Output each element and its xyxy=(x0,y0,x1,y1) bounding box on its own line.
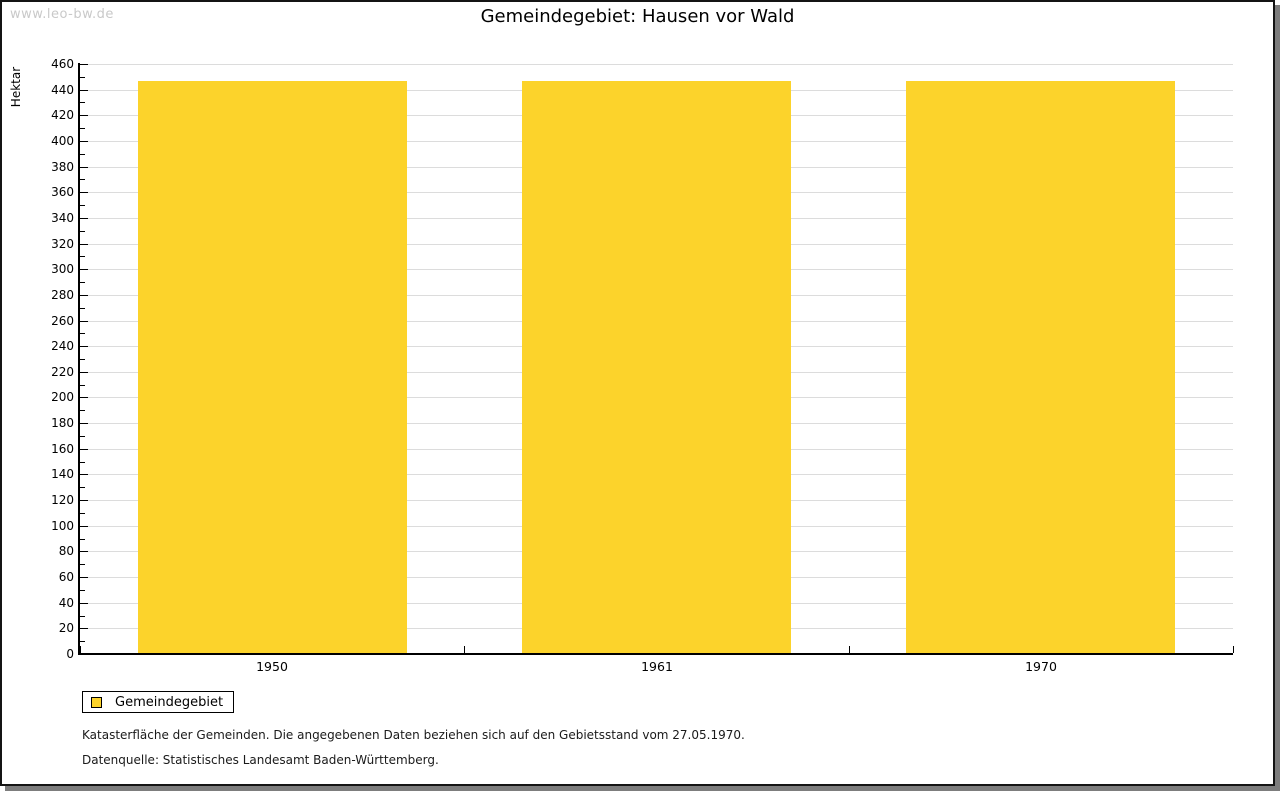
y-minor-tick xyxy=(80,333,85,334)
y-tick-label-120: 120 xyxy=(51,493,74,507)
y-tick-label-300: 300 xyxy=(51,262,74,276)
y-minor-tick xyxy=(80,513,85,514)
y-minor-tick xyxy=(80,102,85,103)
y-major-tick xyxy=(80,397,88,398)
x-axis-line xyxy=(78,653,1233,655)
y-tick-label-40: 40 xyxy=(58,596,74,610)
chart-title: Gemeindegebiet: Hausen vor Wald xyxy=(480,6,795,27)
y-minor-tick xyxy=(80,641,85,642)
y-minor-tick xyxy=(80,616,85,617)
y-minor-tick xyxy=(80,154,85,155)
legend-swatch-gemeindegebiet xyxy=(91,696,102,708)
y-major-tick xyxy=(80,474,88,475)
y-major-tick xyxy=(80,167,88,168)
x-boundary-tick xyxy=(80,646,81,653)
y-minor-tick xyxy=(80,256,85,257)
y-major-tick xyxy=(80,449,88,450)
y-major-tick xyxy=(80,218,88,219)
y-tick-label-20: 20 xyxy=(58,621,74,635)
footnote-datenquelle: Datenquelle: Statistisches Landesamt Bad… xyxy=(82,753,439,767)
bar-1950 xyxy=(138,81,407,654)
x-boundary-tick xyxy=(464,646,465,653)
y-minor-tick xyxy=(80,308,85,309)
y-major-tick xyxy=(80,526,88,527)
y-axis-line xyxy=(78,63,80,655)
y-major-tick xyxy=(80,269,88,270)
x-tick-label-1950: 1950 xyxy=(256,659,288,674)
y-tick-label-60: 60 xyxy=(58,570,74,584)
x-tick-label-1961: 1961 xyxy=(641,659,673,674)
y-major-tick xyxy=(80,244,88,245)
y-major-tick xyxy=(80,90,88,91)
y-major-tick xyxy=(80,346,88,347)
x-tick-label-1970: 1970 xyxy=(1025,659,1057,674)
bar-1970 xyxy=(906,81,1175,654)
x-boundary-tick xyxy=(849,646,850,653)
y-minor-tick xyxy=(80,77,85,78)
y-minor-tick xyxy=(80,385,85,386)
y-minor-tick xyxy=(80,462,85,463)
watermark: www.leo-bw.de xyxy=(10,7,114,22)
y-major-tick xyxy=(80,295,88,296)
y-minor-tick xyxy=(80,179,85,180)
y-minor-tick xyxy=(80,359,85,360)
x-boundary-tick xyxy=(1233,646,1234,653)
y-tick-label-100: 100 xyxy=(51,519,74,533)
y-tick-label-380: 380 xyxy=(51,160,74,174)
legend-label-gemeindegebiet: Gemeindegebiet xyxy=(115,694,224,710)
y-minor-tick xyxy=(80,590,85,591)
y-major-tick xyxy=(80,115,88,116)
y-tick-label-280: 280 xyxy=(51,288,74,302)
y-tick-label-340: 340 xyxy=(51,211,74,225)
y-minor-tick xyxy=(80,231,85,232)
y-major-tick xyxy=(80,628,88,629)
y-tick-label-260: 260 xyxy=(51,314,74,328)
y-major-tick xyxy=(80,423,88,424)
y-major-tick xyxy=(80,64,88,65)
y-major-tick xyxy=(80,603,88,604)
y-tick-label-460: 460 xyxy=(51,57,74,71)
legend: Gemeindegebiet xyxy=(82,691,234,713)
y-tick-label-80: 80 xyxy=(58,544,74,558)
y-major-tick xyxy=(80,321,88,322)
y-minor-tick xyxy=(80,410,85,411)
y-tick-label-0: 0 xyxy=(66,647,74,661)
y-minor-tick xyxy=(80,564,85,565)
y-major-tick xyxy=(80,141,88,142)
y-tick-label-200: 200 xyxy=(51,390,74,404)
y-major-tick xyxy=(80,372,88,373)
y-major-tick xyxy=(80,500,88,501)
y-minor-tick xyxy=(80,205,85,206)
y-major-tick xyxy=(80,577,88,578)
y-minor-tick xyxy=(80,539,85,540)
y-tick-label-320: 320 xyxy=(51,237,74,251)
y-tick-label-180: 180 xyxy=(51,416,74,430)
y-minor-tick xyxy=(80,282,85,283)
y-minor-tick xyxy=(80,436,85,437)
y-major-tick xyxy=(80,551,88,552)
y-tick-label-160: 160 xyxy=(51,442,74,456)
y-tick-label-220: 220 xyxy=(51,365,74,379)
y-gridline xyxy=(80,64,1233,65)
y-tick-label-140: 140 xyxy=(51,467,74,481)
y-tick-label-440: 440 xyxy=(51,83,74,97)
y-tick-label-400: 400 xyxy=(51,134,74,148)
y-minor-tick xyxy=(80,487,85,488)
y-tick-label-240: 240 xyxy=(51,339,74,353)
bar-1961 xyxy=(522,81,791,654)
y-tick-label-360: 360 xyxy=(51,185,74,199)
y-tick-label-420: 420 xyxy=(51,108,74,122)
footnote-gebietsstand: Katasterfläche der Gemeinden. Die angege… xyxy=(82,728,745,742)
y-major-tick xyxy=(80,192,88,193)
y-minor-tick xyxy=(80,128,85,129)
